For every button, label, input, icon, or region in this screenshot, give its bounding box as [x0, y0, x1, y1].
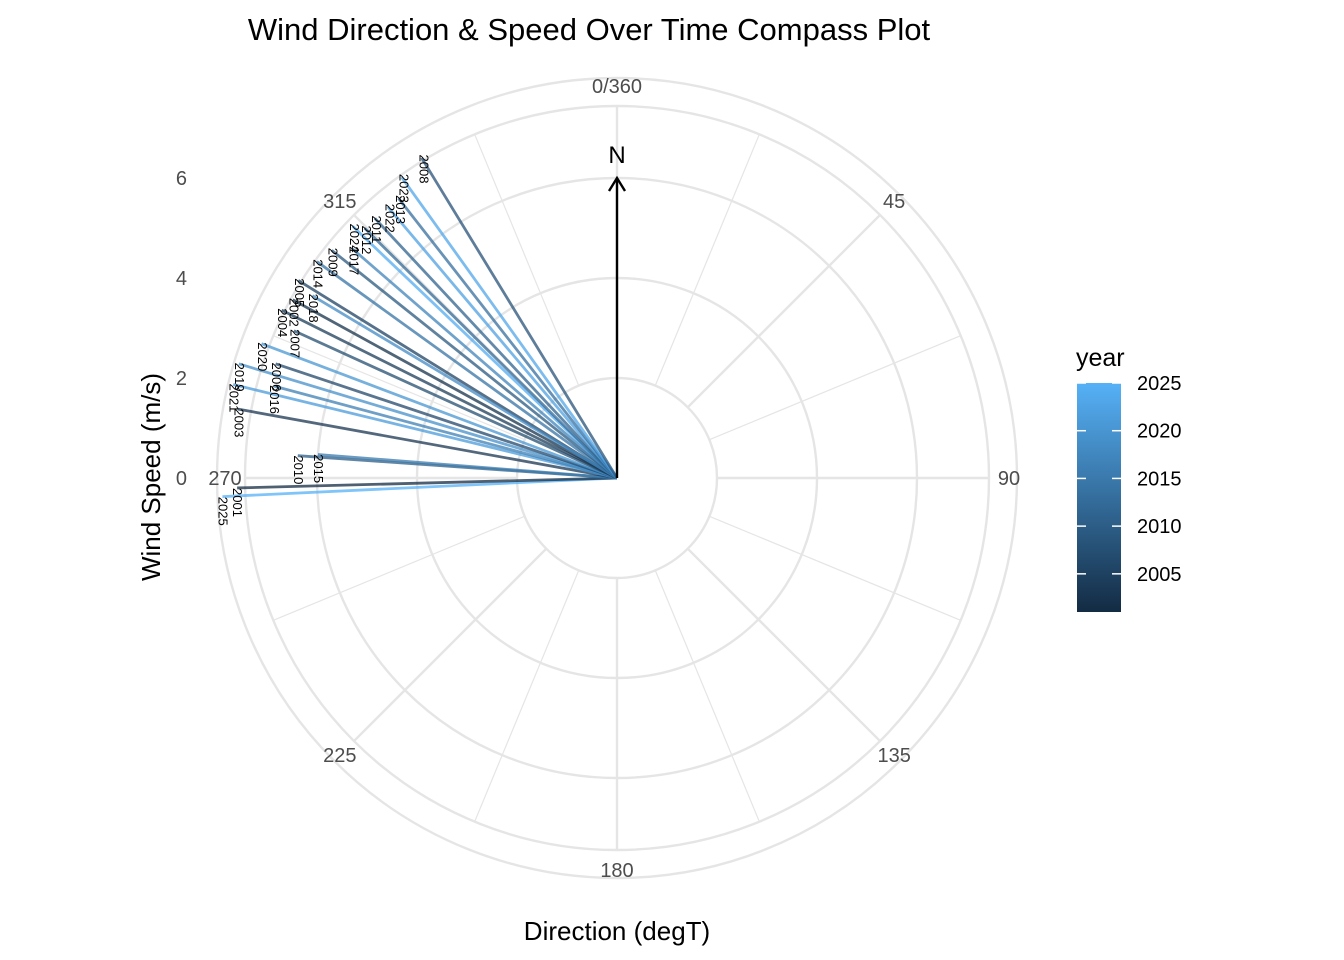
direction-tick-label: 225: [323, 745, 356, 767]
segment-year-label: 2015: [311, 454, 326, 483]
north-label: N: [608, 142, 625, 169]
chart-title: Wind Direction & Speed Over Time Compass…: [248, 12, 931, 47]
grid-spoke: [474, 570, 580, 822]
grid-spoke: [654, 570, 760, 822]
segment-year-label: 2009: [326, 248, 341, 277]
wind-segment: [238, 362, 618, 480]
grid-spoke: [709, 515, 961, 621]
wind-segment: [232, 383, 618, 480]
segment-year-label: 2023: [396, 174, 411, 203]
segment-year-label: 2018: [306, 294, 321, 323]
direction-tick-label: 45: [883, 191, 905, 213]
wind-segment: [281, 308, 618, 480]
legend-tick-label: 2020: [1137, 421, 1182, 443]
wind-segment: [397, 197, 619, 479]
north-arrow-head: [607, 175, 627, 192]
wind-segment: [311, 294, 618, 480]
wind-segment: [363, 227, 618, 479]
wind-segment: [317, 453, 618, 480]
wind-segment: [420, 157, 619, 479]
legend-tick-label: 2005: [1137, 564, 1182, 586]
legend-title: year: [1076, 344, 1125, 372]
grid-spoke: [686, 214, 881, 409]
segment-year-label: 2025: [215, 497, 230, 526]
wind-segment: [316, 260, 618, 480]
direction-tick-label: 180: [600, 860, 633, 882]
legend-tick-label: 2025: [1137, 373, 1182, 395]
wind-segment: [237, 407, 618, 480]
wind-segment: [351, 247, 618, 480]
segment-year-label: 2005: [292, 278, 307, 307]
segment-year-label: 2006: [269, 363, 284, 392]
wind-segment: [400, 176, 619, 479]
segment-year-label: 2020: [255, 342, 270, 371]
legend-colorbar: [1077, 383, 1121, 612]
color-legend: year 2005 2010 2015 2020 2025: [1076, 344, 1182, 612]
polar-grid: [215, 76, 1019, 880]
legend-tick-label: 2010: [1137, 516, 1182, 538]
segment-year-label: 2021: [226, 384, 241, 413]
segment-year-label: 2024: [347, 224, 362, 253]
segment-year-label: 2008: [417, 155, 432, 184]
wind-segment: [237, 476, 618, 490]
segment-year-label: 2001: [230, 488, 245, 517]
wind-segment: [373, 217, 619, 479]
wind-segment: [386, 205, 619, 479]
grid-spoke: [686, 547, 881, 742]
wind-segment: [273, 384, 618, 480]
direction-tick-label: 0/360: [592, 76, 642, 98]
segment-year-label: 2017: [346, 246, 361, 275]
segment-year-label: 2003: [231, 408, 246, 437]
y-axis-title: Wind Speed (m/s): [136, 373, 166, 581]
segment-year-label: 2007: [287, 329, 302, 358]
grid-ring: [215, 76, 1019, 880]
grid-outer-ring: [243, 104, 991, 852]
speed-tick-label: 0: [176, 468, 187, 490]
direction-tick-label: 135: [877, 745, 910, 767]
grid-spoke: [654, 134, 760, 386]
wind-segment: [292, 298, 618, 480]
wind-segment: [330, 249, 618, 480]
wind-segments: [222, 157, 619, 499]
direction-tick-labels: 0/360 45 90 135 180 225 270 315: [208, 76, 1020, 882]
grid-spoke: [273, 515, 525, 621]
wind-segment: [261, 342, 618, 480]
direction-tick-label: 90: [998, 468, 1020, 490]
grid-spoke: [273, 335, 525, 441]
wind-segment: [275, 362, 618, 480]
direction-tick-label: 270: [208, 468, 241, 490]
segment-year-label: 2022: [382, 204, 397, 233]
legend-tick-label: 2015: [1137, 468, 1182, 490]
speed-tick-label: 6: [176, 168, 187, 190]
grid-spoke: [353, 547, 548, 742]
segment-year-label: 2019: [232, 363, 247, 392]
segment-year-label: 2014: [311, 259, 326, 288]
segment-year-label: 2002: [286, 298, 301, 327]
segment-year-label: 2016: [267, 385, 282, 414]
segment-year-label: 2013: [393, 195, 408, 224]
direction-tick-label: 315: [323, 191, 356, 213]
north-arrow: N: [607, 142, 627, 478]
segment-year-label: 2012: [359, 225, 374, 254]
grid-spoke: [474, 134, 580, 386]
speed-tick-label: 4: [176, 268, 187, 290]
speed-tick-labels: 0 2 4 6: [176, 168, 187, 490]
segment-year-label: 2011: [369, 215, 384, 243]
segment-year-label: 2004: [275, 308, 290, 337]
wind-segment: [293, 329, 618, 480]
speed-tick-label: 2: [176, 368, 187, 390]
legend-ticks: 2005 2010 2015 2020 2025: [1077, 373, 1182, 586]
segment-year-label: 2010: [291, 455, 306, 484]
grid-spoke: [709, 335, 961, 441]
x-axis-title: Direction (degT): [524, 916, 710, 946]
